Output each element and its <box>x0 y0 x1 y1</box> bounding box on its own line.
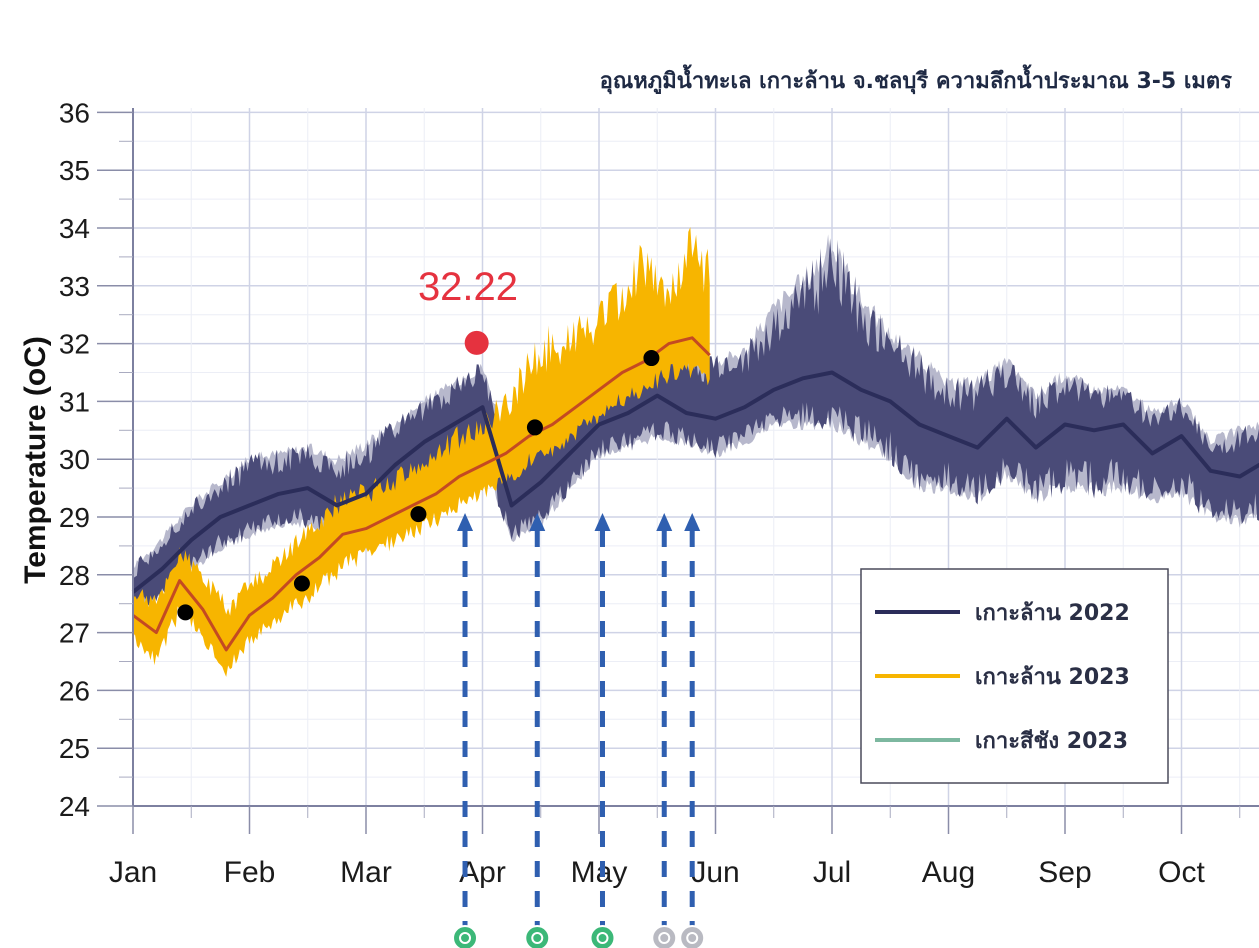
monthly-marker <box>526 419 543 436</box>
arrow-head <box>457 513 474 531</box>
event-badge-icon-inner <box>459 932 472 944</box>
y-tick-label: 25 <box>59 733 90 764</box>
band-koh-larn-2023 <box>133 227 710 677</box>
x-tick-label: Jul <box>813 856 851 889</box>
band-koh-larn-2022 <box>133 238 1259 608</box>
arrow-head <box>656 513 673 531</box>
x-tick-label: Sep <box>1038 856 1091 889</box>
x-tick-labels: Jan Feb Mar Apr May Jun Jul Aug Sep Oct <box>109 856 1206 889</box>
y-tick-label: 30 <box>59 444 90 475</box>
x-tick-label: Feb <box>224 856 276 889</box>
event-badges <box>452 925 706 948</box>
y-tick-label: 34 <box>59 213 90 244</box>
y-tick-label: 33 <box>59 271 90 302</box>
monthly-marker <box>293 575 310 592</box>
annotation-point <box>464 330 489 355</box>
y-tick-label: 26 <box>59 675 90 706</box>
x-tick-label: May <box>571 856 628 889</box>
arrow-indicators <box>457 513 701 935</box>
event-badge-icon-inner <box>658 932 671 944</box>
annotation-label: 32.22 <box>418 265 518 309</box>
event-badge-icon <box>679 925 706 948</box>
y-tick-label: 36 <box>59 97 90 128</box>
legend-label-koh-larn-2023: เกาะล้าน 2023 <box>975 665 1130 690</box>
y-tick-labels: 24 25 26 27 28 29 30 31 32 33 34 35 36 <box>59 97 90 822</box>
event-badge-icon <box>452 925 479 948</box>
arrow-head <box>684 513 701 531</box>
line-koh-larn-2022 <box>131 370 1259 594</box>
x-tick-label: Mar <box>340 856 392 889</box>
series-lines <box>131 336 1259 652</box>
event-badge-icon <box>524 925 551 948</box>
y-tick-label: 32 <box>59 329 90 360</box>
chart-title: อุณหภูมิน้ำทะเล เกาะล้าน จ.ชลบุรี ความลึ… <box>600 64 1233 95</box>
x-tick-label: Aug <box>922 856 975 889</box>
y-tick-label: 27 <box>59 618 90 649</box>
event-badge-icon-inner <box>596 932 609 944</box>
monthly-marker <box>177 604 194 621</box>
event-badge-icon-inner <box>686 932 699 944</box>
x-tick-label: Jan <box>109 856 157 889</box>
y-tick-label: 29 <box>59 502 90 533</box>
legend-label-koh-sichang-2023: เกาะสีชัง 2023 <box>975 729 1128 754</box>
event-badge-icon-inner <box>531 932 544 944</box>
arrow-head <box>594 513 611 531</box>
series-bands <box>133 227 1259 677</box>
legend: เกาะล้าน 2022 เกาะล้าน 2023 เกาะสีชัง 20… <box>860 568 1169 784</box>
line-koh-larn-2023 <box>132 336 711 652</box>
y-tick-label: 24 <box>59 791 90 822</box>
event-badge-icon <box>651 925 678 948</box>
legend-label-koh-larn-2022: เกาะล้าน 2022 <box>975 601 1130 626</box>
axes <box>97 108 1259 834</box>
arrow-head <box>529 513 546 531</box>
event-badge-icon <box>589 925 616 948</box>
monthly-marker <box>410 506 427 523</box>
monthly-markers <box>177 350 660 621</box>
y-tick-label: 35 <box>59 155 90 186</box>
y-tick-label: 31 <box>59 386 90 417</box>
x-tick-label: Jun <box>691 856 739 889</box>
x-tick-label: Oct <box>1158 856 1205 889</box>
y-tick-label: 28 <box>59 560 90 591</box>
monthly-marker <box>643 350 660 367</box>
y-axis-label: Temperature (oC) <box>19 336 52 584</box>
